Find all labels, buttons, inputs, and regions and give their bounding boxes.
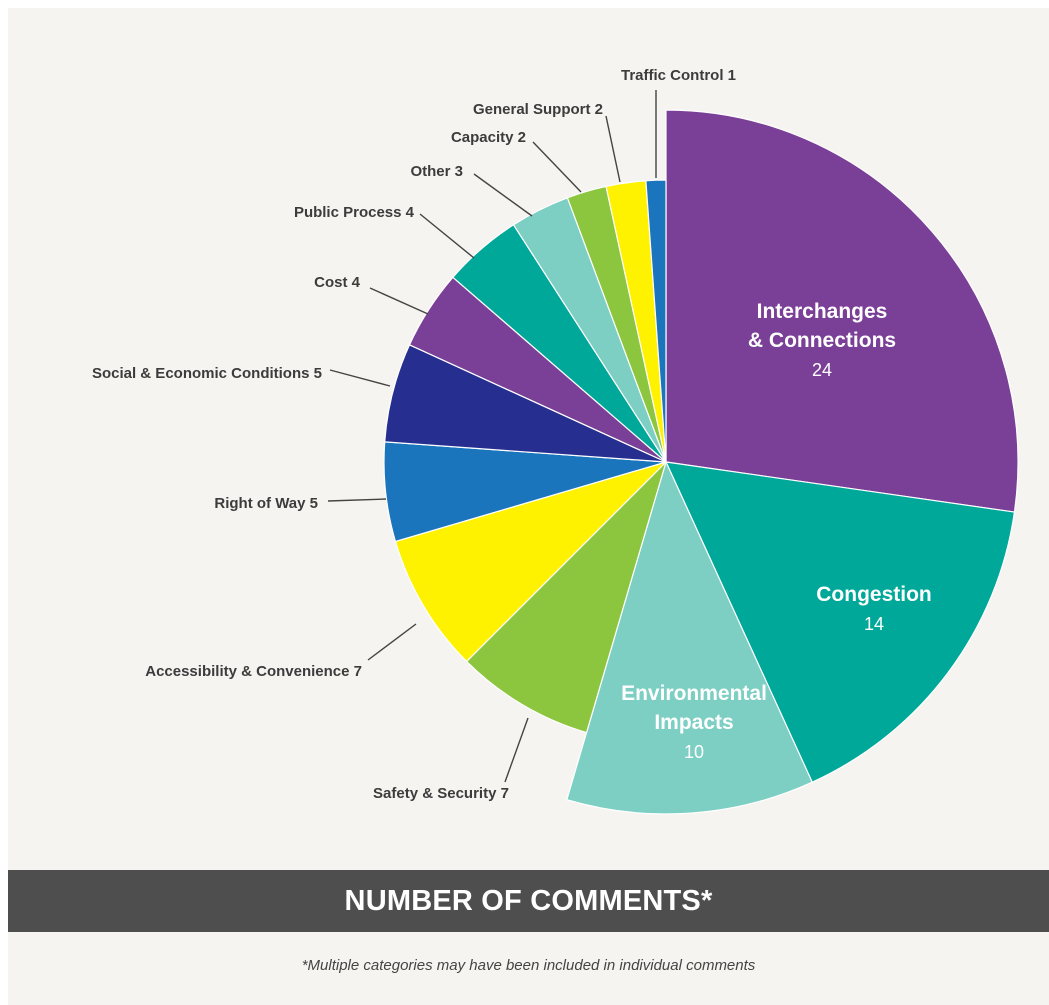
leader-lines: [327, 90, 657, 783]
slice-label-accessibility-and-convenience: Accessibility & Convenience 7: [145, 663, 362, 680]
chart-title: NUMBER OF COMMENTS*: [344, 884, 713, 917]
pie-chart: Interchanges & Connections 24 Congestion 14 E…: [92, 67, 1019, 815]
slice-label-interchanges-and-connections: Interchanges & Connections 24: [748, 300, 896, 380]
pie-slice-interchanges-and-connections: [665, 109, 1019, 513]
chart-figure: Interchanges & Connections 24 Congestion 14 E…: [8, 8, 1049, 1005]
slice-label-public-process: Public Process 4: [294, 204, 415, 221]
slice-label-cost: Cost 4: [314, 274, 361, 291]
leader-line-accessibility-and-convenience: [367, 623, 417, 661]
leader-line-capacity: [532, 141, 582, 193]
slice-label-other: Other 3: [410, 163, 463, 180]
leader-line-cost: [369, 287, 429, 315]
leader-line-general-support: [605, 115, 621, 183]
slice-label-congestion: Congestion 14: [816, 583, 932, 634]
pie-slice-environmental-impacts: [566, 460, 814, 815]
leader-line-right-of-way: [327, 498, 387, 502]
slice-label-traffic-control: Traffic Control 1: [621, 67, 736, 84]
pie-slice-safety-and-security: [465, 461, 667, 734]
pie-slices: [383, 109, 1019, 815]
pie-slice-traffic-control: [645, 179, 667, 463]
leader-line-safety-and-security: [504, 717, 529, 783]
slice-value-environmental-impacts: 10: [684, 742, 704, 762]
chart-footnote: *Multiple categories may have been inclu…: [301, 957, 756, 974]
slice-label-social-and-economic-conditions: Social & Economic Conditions 5: [92, 365, 322, 382]
pie-slice-accessibility-and-convenience: [394, 461, 667, 663]
slice-label-environmental-impacts: Environmental Impacts 10: [621, 682, 767, 762]
leader-line-public-process: [419, 213, 475, 259]
slice-label-capacity: Capacity 2: [451, 129, 526, 146]
slice-labels: Interchanges & Connections 24 Congestion 14 E…: [92, 67, 932, 802]
chart-title-bar: NUMBER OF COMMENTS*: [8, 870, 1049, 932]
pie-slice-congestion: [664, 461, 1016, 783]
slice-label-general-support: General Support 2: [473, 101, 603, 118]
slice-value-congestion: 14: [864, 614, 884, 634]
leader-line-other: [473, 173, 533, 217]
leader-line-social-and-economic-conditions: [329, 369, 391, 387]
slice-value-interchanges-and-connections: 24: [812, 360, 832, 380]
slice-label-right-of-way: Right of Way 5: [214, 495, 318, 512]
slice-label-safety-and-security: Safety & Security 7: [373, 785, 509, 802]
